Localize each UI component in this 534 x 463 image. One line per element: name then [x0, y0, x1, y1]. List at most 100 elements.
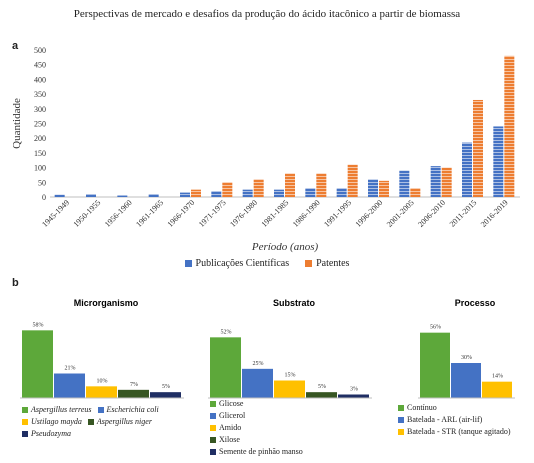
x-tick-label: 1945-1949 — [40, 198, 71, 229]
bar-substrato — [274, 380, 305, 398]
legend-swatch — [398, 417, 404, 423]
legend-row: Glicerol — [210, 410, 360, 422]
bar-patentes — [222, 182, 233, 197]
legend-row: Contínuo — [398, 402, 533, 414]
legend-item: Glicose — [210, 398, 243, 410]
bar-patentes — [285, 173, 295, 197]
legend-item-patents: Patentes — [305, 258, 349, 269]
data-label: 5% — [318, 384, 326, 390]
legend-swatch — [210, 413, 216, 419]
legend-item: Amido — [210, 422, 241, 434]
x-tick-label: 1991-1995 — [322, 198, 353, 229]
x-tick-label: 2011-2015 — [448, 198, 479, 229]
legend-swatch — [97, 407, 104, 413]
bar-patentes — [379, 180, 389, 197]
bar-processo — [420, 332, 450, 398]
bar-substrato — [210, 337, 241, 398]
legend-swatch — [22, 407, 28, 413]
legend-label: Glicerol — [219, 411, 246, 420]
bar-processo — [451, 363, 481, 398]
legend-swatch — [210, 449, 216, 455]
legend-row: Pseudozyma — [22, 428, 172, 440]
bar-publicacoes — [462, 142, 472, 197]
legend-item-publications: Publicações Científicas — [184, 258, 290, 269]
legend-item: Aspergillus niger — [87, 416, 152, 428]
legend-row: Semente de pinhão manso — [210, 446, 360, 458]
bar-publicacoes — [211, 191, 222, 197]
bar-microrganismo — [118, 389, 149, 398]
bar-publicacoes — [86, 194, 96, 197]
y-tick-label: 450 — [34, 61, 46, 70]
data-label: 30% — [461, 355, 472, 361]
legend-swatch — [398, 405, 404, 411]
panel-a-legend: Publicações Científicas Patentes — [0, 258, 534, 269]
data-label: 52% — [221, 329, 232, 335]
legend-label: Contínuo — [407, 403, 437, 412]
x-tick-label: 1966-1970 — [166, 198, 197, 229]
bar-publicacoes — [117, 195, 128, 197]
x-tick-label: 1996-2000 — [354, 198, 385, 229]
legend-item: Contínuo — [398, 402, 437, 414]
legend-row: Aspergillus terreus Escherichia coli — [22, 404, 172, 416]
subchart-title: Microrganismo — [74, 298, 139, 308]
y-tick-label: 250 — [34, 120, 46, 129]
bar-processo — [482, 381, 512, 398]
bar-substrato — [306, 392, 337, 398]
bar-substrato — [338, 394, 369, 398]
data-label: 58% — [33, 322, 44, 328]
legend-item: Semente de pinhão manso — [210, 446, 303, 458]
panel-a-label: a — [12, 40, 19, 52]
legend-row: Glicose — [210, 398, 360, 410]
x-axis-title: Período (anos) — [251, 241, 319, 253]
data-label: 5% — [162, 384, 170, 390]
y-tick-label: 0 — [42, 193, 46, 202]
legend-swatch — [210, 437, 216, 443]
legend-label: Aspergillus terreus — [31, 405, 92, 414]
legend-item: Pseudozyma — [22, 428, 71, 440]
bar-microrganismo — [54, 373, 85, 398]
panel-b-charts: Microrganismo 58% 21% 10% 7% 5% Substrato 52% 25… — [20, 298, 515, 399]
bar-microrganismo — [86, 386, 117, 398]
bar-publicacoes — [54, 194, 65, 197]
legend-substrato: Glicose Glicerol Amido Xilose Semente de pin… — [210, 398, 360, 458]
y-tick-label: 150 — [34, 149, 46, 158]
x-tick-label: 2001-2005 — [385, 198, 416, 229]
legend-row: Batelada - STR (tanque agitado) — [398, 426, 533, 438]
bar-substrato — [242, 368, 273, 398]
y-tick-label: 400 — [34, 75, 46, 84]
legend-microrganismo: Aspergillus terreus Escherichia coli Ustil… — [22, 404, 172, 440]
bar-publicacoes — [180, 192, 190, 197]
y-tick-label: 300 — [34, 105, 46, 114]
bar-publicacoes — [274, 189, 284, 197]
legend-processo: Contínuo Batelada - ARL (air-lif) Batelada… — [398, 402, 533, 438]
data-label: 25% — [253, 361, 264, 367]
legend-label: Semente de pinhão manso — [219, 447, 303, 456]
y-tick-label: 350 — [34, 90, 46, 99]
legend-label: Pseudozyma — [31, 429, 71, 438]
x-tick-label: 1986-1990 — [291, 198, 322, 229]
legend-label: Aspergillus niger — [96, 417, 152, 426]
x-tick-label: 2016-2019 — [479, 198, 510, 229]
bar-publicacoes — [368, 179, 378, 197]
legend-swatch — [210, 401, 216, 407]
legend-swatch — [398, 429, 404, 435]
x-tick-label: 1981-1985 — [260, 198, 291, 229]
legend-item: Xilose — [210, 434, 240, 446]
legend-item: Glicerol — [210, 410, 245, 422]
legend-label-publications: Publicações Científicas — [195, 258, 290, 269]
bar-patentes — [191, 189, 201, 197]
bar-publicacoes — [305, 188, 316, 197]
x-tick-label: 1961-1965 — [134, 198, 165, 229]
legend-label: Batelada - ARL (air-lif) — [407, 415, 483, 424]
bar-patentes — [441, 167, 452, 197]
legend-item: Batelada - STR (tanque agitado) — [398, 426, 511, 438]
y-tick-label: 50 — [38, 178, 46, 187]
bar-patentes — [410, 188, 421, 197]
legend-row: Ustilago mayda Aspergillus niger — [22, 416, 172, 428]
data-label: 14% — [492, 374, 503, 380]
legend-swatch-patents — [305, 260, 313, 267]
x-tick-label: 1950-1955 — [72, 198, 103, 229]
bar-publicacoes — [148, 194, 159, 197]
bar-publicacoes — [430, 166, 441, 197]
legend-label: Amido — [219, 423, 242, 432]
